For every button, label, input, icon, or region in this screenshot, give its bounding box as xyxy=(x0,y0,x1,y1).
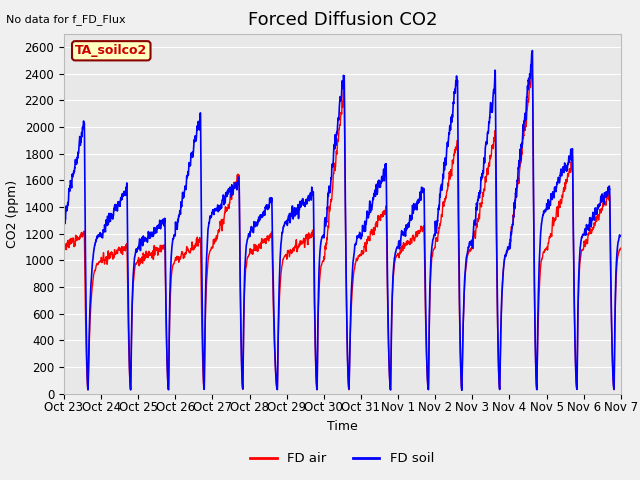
FD air xyxy=(615,249,623,254)
FD soil xyxy=(458,387,466,393)
FD air xyxy=(458,387,466,393)
Line: FD air: FD air xyxy=(64,69,621,390)
FD soil xyxy=(617,233,625,239)
FD air xyxy=(60,241,68,247)
X-axis label: Time: Time xyxy=(327,420,358,433)
FD soil xyxy=(499,282,506,288)
Line: FD soil: FD soil xyxy=(64,50,621,390)
Title: Forced Diffusion CO2: Forced Diffusion CO2 xyxy=(248,11,437,29)
FD soil xyxy=(60,218,68,224)
Y-axis label: CO2 (ppm): CO2 (ppm) xyxy=(6,180,19,248)
Text: No data for f_FD_Flux: No data for f_FD_Flux xyxy=(6,14,126,25)
FD air xyxy=(269,261,276,266)
Legend: FD air, FD soil: FD air, FD soil xyxy=(245,447,440,470)
FD soil xyxy=(419,189,427,194)
FD soil xyxy=(173,226,181,231)
FD air xyxy=(528,66,536,72)
FD air xyxy=(173,255,181,261)
FD air xyxy=(617,245,625,251)
FD soil xyxy=(615,236,623,241)
FD air xyxy=(499,281,506,287)
FD soil xyxy=(529,48,536,53)
FD air xyxy=(179,253,187,259)
Text: TA_soilco2: TA_soilco2 xyxy=(75,44,147,57)
FD soil xyxy=(179,193,187,199)
FD soil xyxy=(269,234,276,240)
FD air xyxy=(419,227,427,232)
